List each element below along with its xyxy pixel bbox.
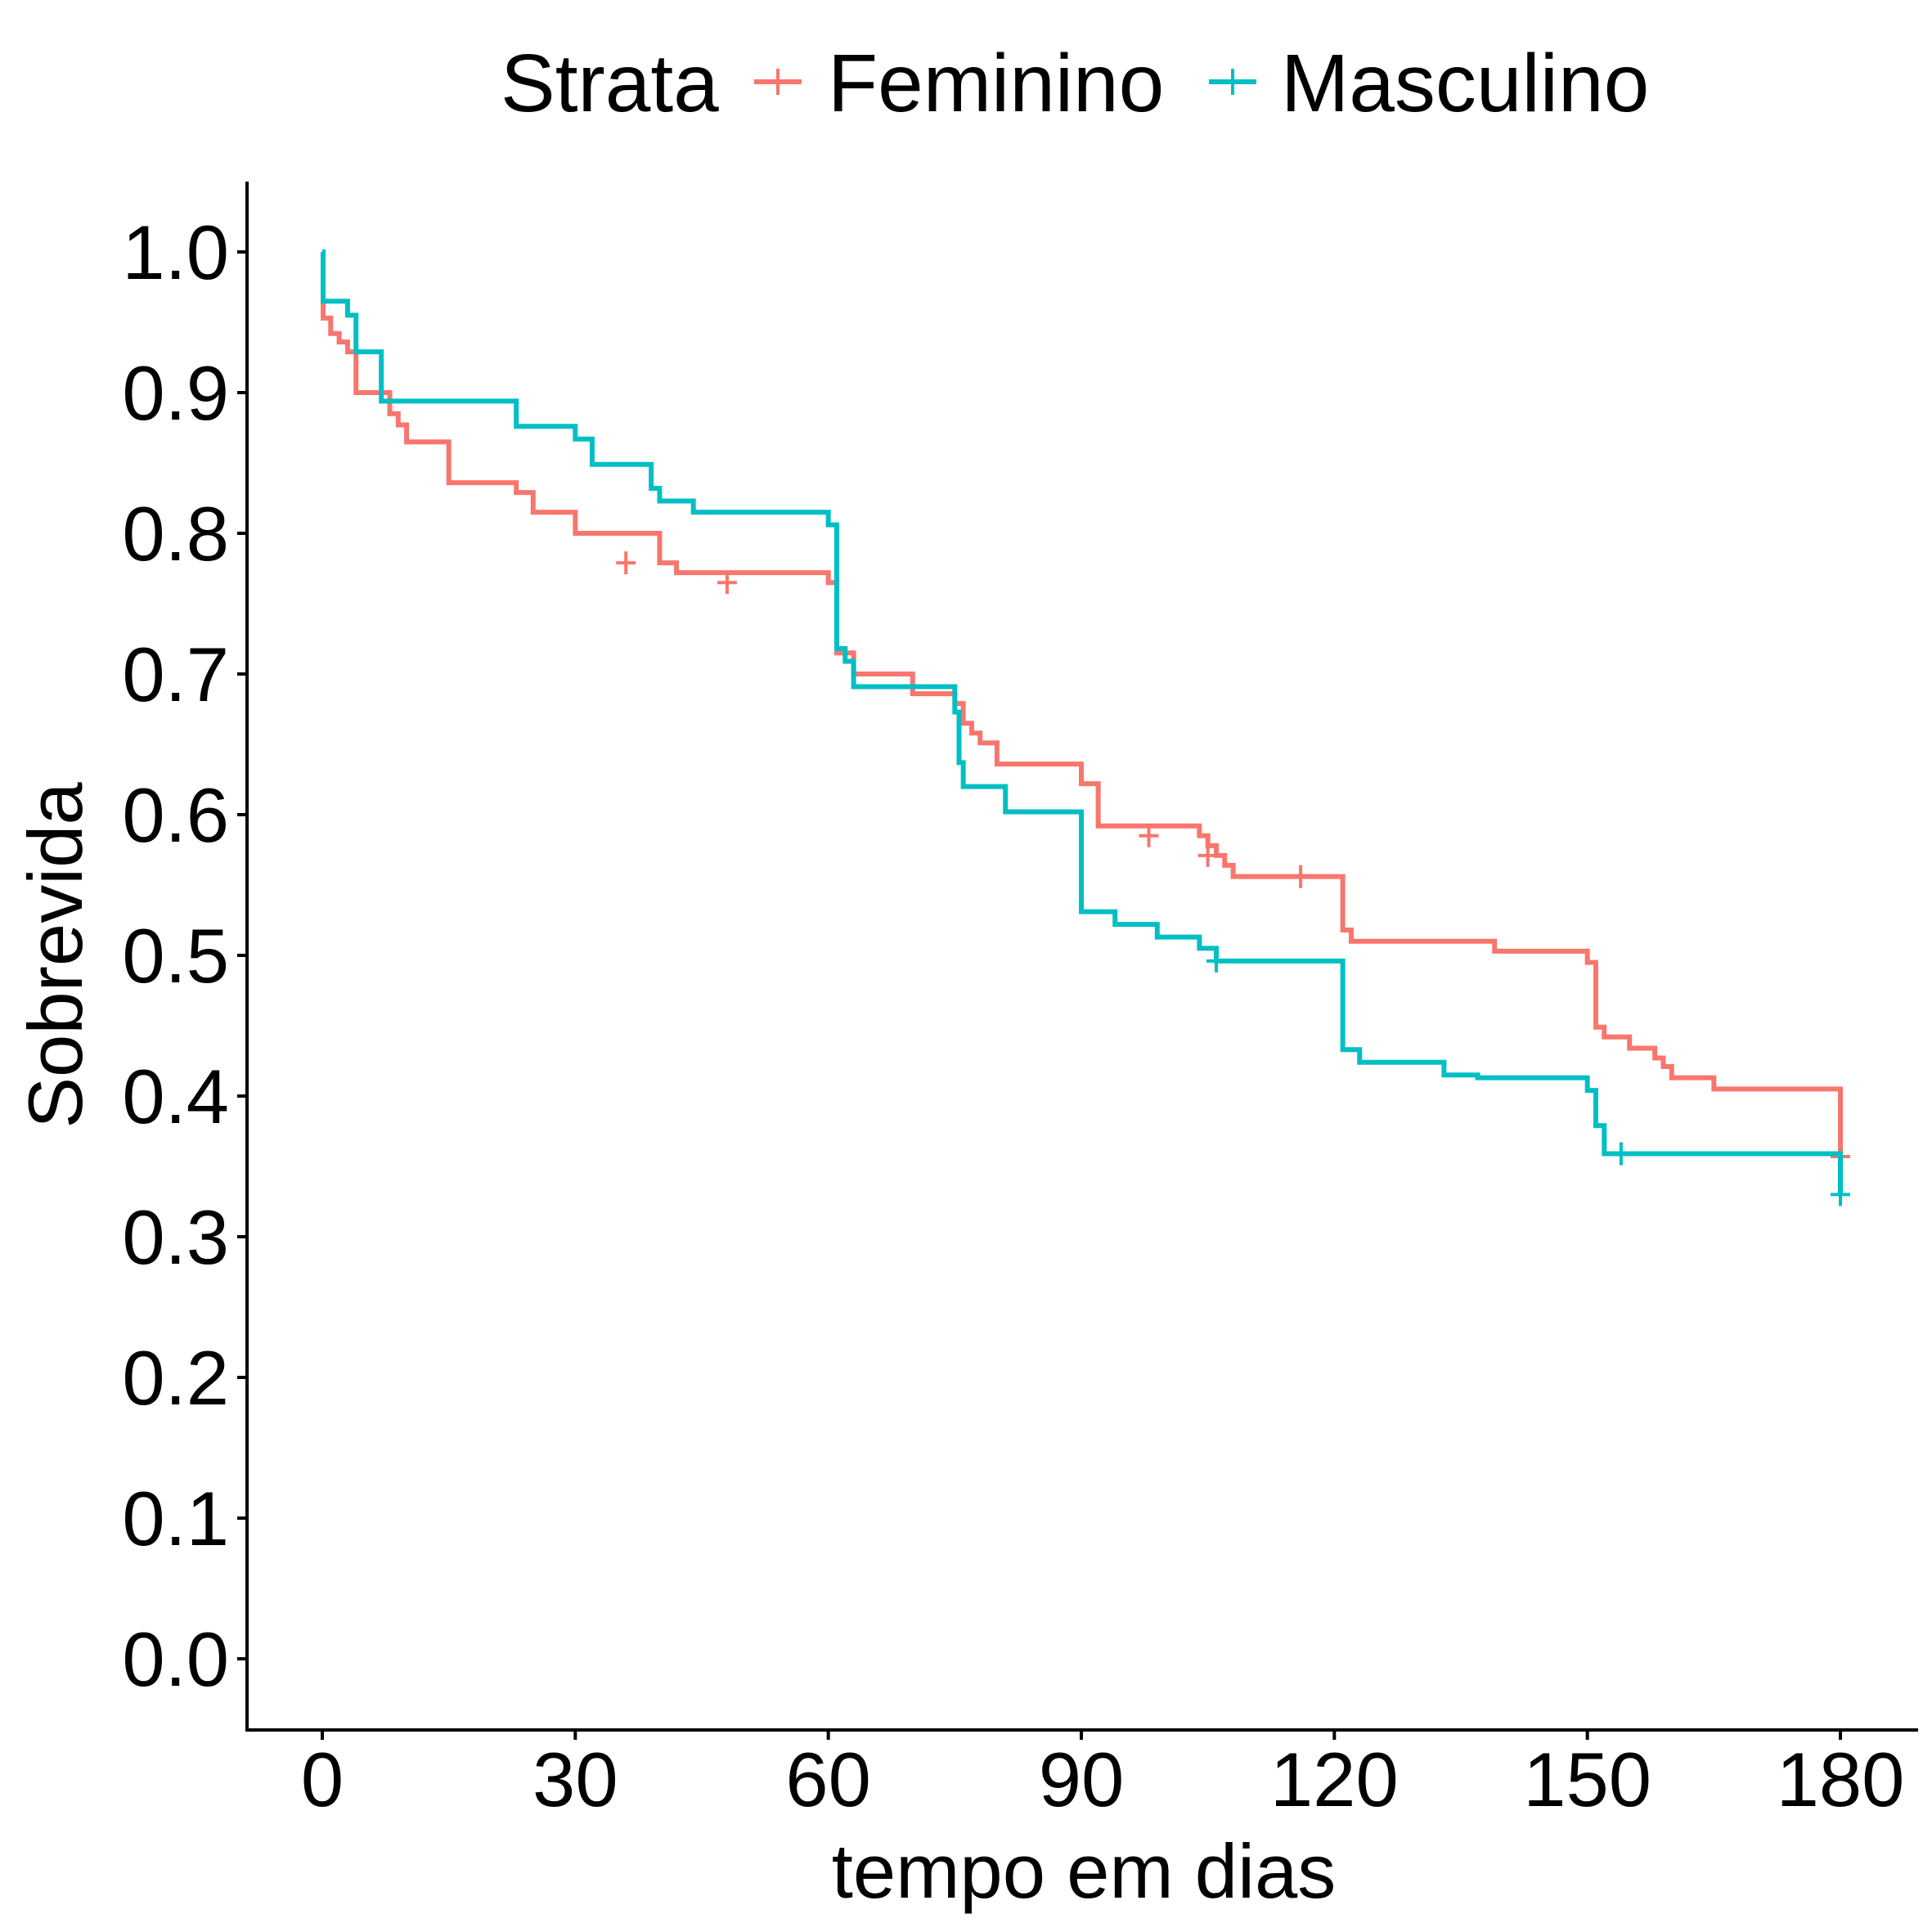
x-tick-label: 0 (301, 1737, 344, 1822)
x-tick-label: 30 (532, 1737, 618, 1822)
x-axis-title: tempo em dias (832, 1828, 1337, 1914)
survival-curve-feminino (321, 249, 1843, 1157)
y-tick-label: 0.9 (122, 350, 229, 436)
series-layer (321, 249, 1850, 1206)
legend-title: Strata (501, 38, 719, 129)
survival-curve-masculino (321, 249, 1843, 1195)
x-tick-label: 150 (1523, 1737, 1651, 1822)
y-tick-label: 0.6 (122, 772, 229, 858)
x-axis-ticks: 0 30 60 90 120 150 180 (301, 1730, 1905, 1822)
y-tick-label: 0.2 (122, 1335, 229, 1421)
series-masculino (321, 249, 1850, 1206)
y-tick-label: 0.4 (122, 1054, 229, 1139)
y-tick-label: 0.8 (122, 491, 229, 577)
y-tick-label: 0.0 (122, 1616, 229, 1702)
x-tick-label: 180 (1777, 1737, 1905, 1822)
legend: Strata Feminino Masculino (501, 38, 1649, 129)
legend-label-masculino: Masculino (1281, 38, 1649, 129)
legend-item-masculino: Masculino (1209, 38, 1649, 129)
y-axis-title: Sobrevida (12, 782, 98, 1129)
y-tick-label: 0.7 (122, 631, 229, 717)
y-axis-ticks: 0.0 0.1 0.2 0.3 0.4 0.5 0.6 0.7 0.8 0.9 1.0 (122, 209, 247, 1702)
legend-item-feminino: Feminino (754, 38, 1164, 129)
y-tick-label: 0.1 (122, 1476, 229, 1561)
y-tick-label: 1.0 (122, 209, 229, 295)
legend-label-feminino: Feminino (828, 38, 1164, 129)
x-tick-label: 120 (1270, 1737, 1399, 1822)
x-tick-label: 60 (785, 1737, 871, 1822)
y-tick-label: 0.5 (122, 913, 229, 999)
y-tick-label: 0.3 (122, 1194, 229, 1280)
series-feminino (321, 249, 1850, 1168)
x-tick-label: 90 (1039, 1737, 1125, 1822)
